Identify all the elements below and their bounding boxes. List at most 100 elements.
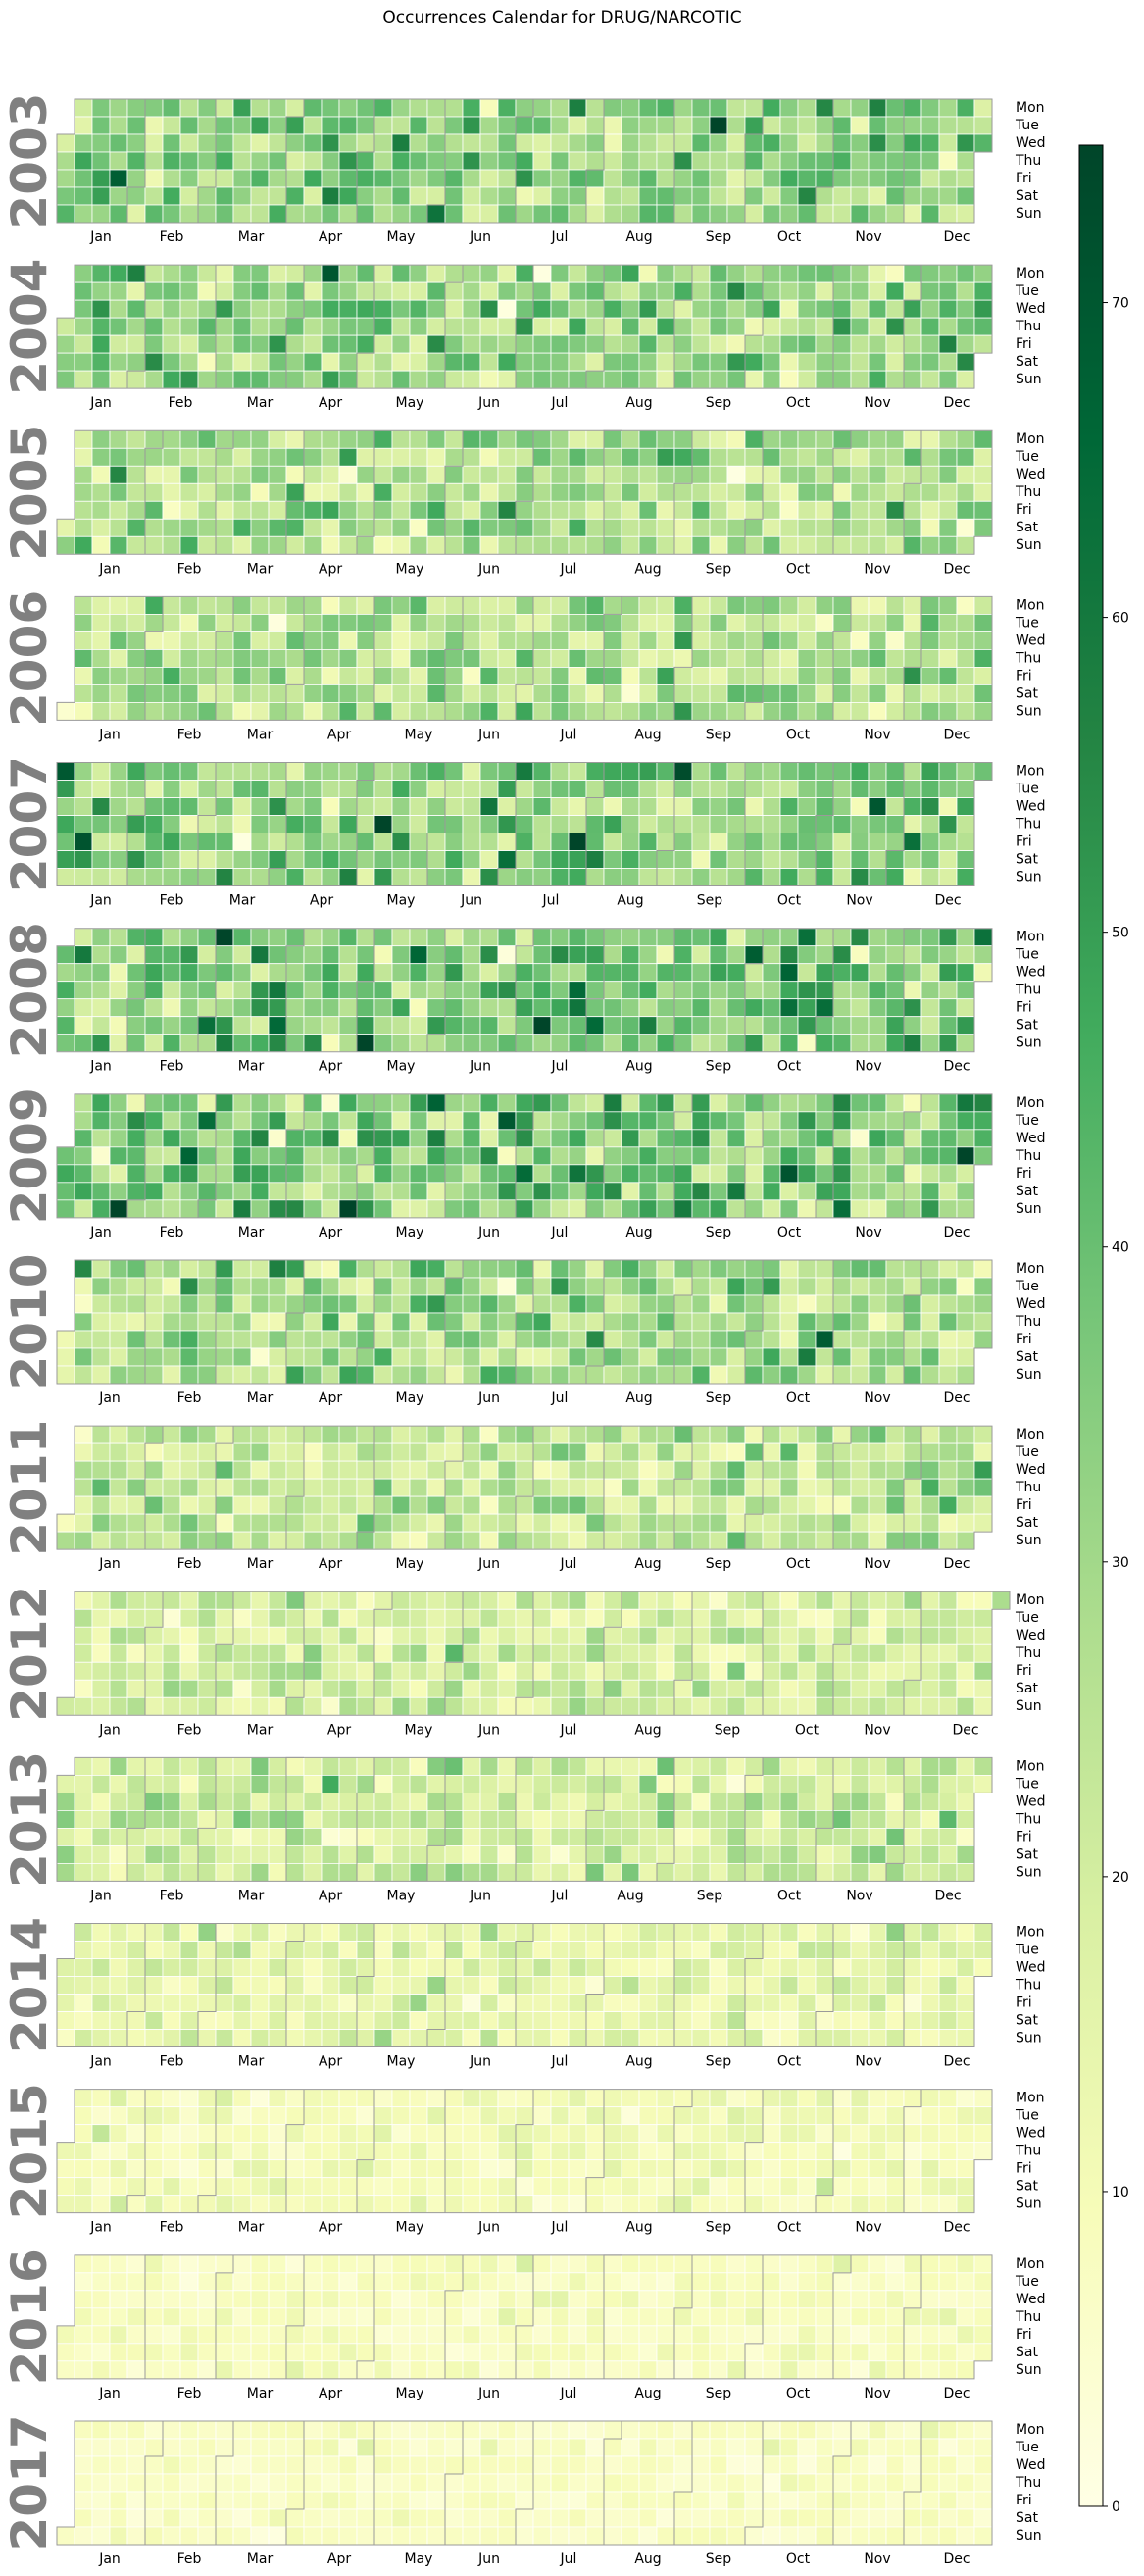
day-cell xyxy=(956,352,975,372)
day-cell xyxy=(973,1661,993,1681)
day-cell xyxy=(903,1608,922,1628)
day-cell xyxy=(215,1330,234,1349)
day-cell xyxy=(744,1111,764,1131)
day-cell xyxy=(762,1259,781,1279)
day-cell xyxy=(850,797,870,816)
day-cell xyxy=(250,1016,270,1035)
day-cell xyxy=(462,2106,481,2126)
day-cell xyxy=(479,1312,499,1332)
day-cell xyxy=(179,1591,199,1610)
day-cell xyxy=(497,649,517,668)
day-cell xyxy=(497,1513,517,1533)
day-cell xyxy=(444,667,464,685)
day-cell xyxy=(356,204,375,224)
day-cell xyxy=(585,614,605,632)
day-cell xyxy=(74,1034,93,1053)
day-cell xyxy=(338,133,358,153)
day-cell xyxy=(585,264,605,283)
day-cell xyxy=(179,1643,199,1663)
day-cell xyxy=(868,833,887,851)
day-cell xyxy=(850,945,870,965)
day-cell xyxy=(726,1495,746,1515)
day-cell xyxy=(479,1810,499,1829)
day-cell xyxy=(91,1442,111,1462)
month-label-may: May xyxy=(396,1556,424,1572)
day-cell xyxy=(285,1199,305,1219)
day-cell xyxy=(550,702,570,721)
day-cell xyxy=(585,2177,605,2197)
day-cell xyxy=(797,850,817,869)
day-cell xyxy=(144,684,164,703)
day-cell xyxy=(497,151,517,171)
day-cell xyxy=(356,1643,375,1663)
weekday-label-wed: Wed xyxy=(1016,1296,1046,1312)
day-cell xyxy=(691,1591,711,1610)
day-cell xyxy=(868,1757,887,1776)
day-cell xyxy=(197,2011,217,2030)
day-cell xyxy=(973,1425,993,1444)
day-cell xyxy=(250,1111,270,1131)
day-cell xyxy=(268,1757,287,1776)
day-cell xyxy=(532,1460,552,1480)
day-cell xyxy=(126,169,146,188)
day-cell xyxy=(621,1810,640,1829)
month-boundary xyxy=(656,1757,675,1882)
day-cell xyxy=(91,2142,111,2161)
day-cell xyxy=(497,264,517,283)
day-cell xyxy=(479,684,499,703)
day-cell xyxy=(479,1182,499,1201)
day-cell xyxy=(638,1757,658,1776)
day-cell xyxy=(409,998,428,1018)
day-cell xyxy=(74,1347,93,1367)
day-cell xyxy=(109,596,128,615)
day-cell xyxy=(91,186,111,206)
day-cell xyxy=(215,1146,234,1166)
day-cell xyxy=(479,186,499,206)
day-cell xyxy=(621,151,640,171)
day-cell xyxy=(179,1111,199,1131)
day-cell xyxy=(673,1182,693,1201)
day-cell xyxy=(815,1182,834,1201)
day-cell xyxy=(709,133,728,153)
day-cell xyxy=(338,2177,358,2197)
day-cell xyxy=(144,1608,164,1628)
day-cell xyxy=(144,1495,164,1515)
day-cell xyxy=(815,762,834,781)
day-cell xyxy=(532,1696,552,1716)
day-cell xyxy=(621,2011,640,2030)
day-cell xyxy=(868,1810,887,1829)
day-cell xyxy=(285,1696,305,1716)
day-cell xyxy=(215,614,234,632)
day-cell xyxy=(197,1608,217,1628)
day-cell xyxy=(779,1591,799,1610)
day-cell xyxy=(91,833,111,851)
day-cell xyxy=(621,1330,640,1349)
day-cell xyxy=(356,2029,375,2047)
day-cell xyxy=(373,447,393,467)
day-cell xyxy=(532,1793,552,1811)
day-cell xyxy=(868,684,887,703)
day-cell xyxy=(197,2124,217,2144)
day-cell xyxy=(797,1643,817,1663)
day-cell xyxy=(391,482,411,502)
day-cell xyxy=(215,1460,234,1480)
day-cell xyxy=(338,116,358,135)
month-boundary xyxy=(515,1756,533,1882)
day-cell xyxy=(126,2089,146,2108)
day-cell xyxy=(268,1016,287,1035)
day-cell xyxy=(497,352,517,372)
day-cell xyxy=(444,482,464,502)
day-cell xyxy=(515,1164,534,1184)
day-cell xyxy=(268,1460,287,1480)
day-cell xyxy=(197,614,217,632)
day-cell xyxy=(444,204,464,224)
day-cell xyxy=(479,1923,499,1942)
day-cell xyxy=(691,1976,711,1995)
weekday-label-mon: Mon xyxy=(1016,1427,1045,1442)
day-cell xyxy=(497,1093,517,1113)
day-cell xyxy=(797,981,817,1000)
day-cell xyxy=(621,370,640,389)
day-cell xyxy=(779,1941,799,1959)
day-cell xyxy=(373,1199,393,1219)
day-cell xyxy=(920,1425,940,1444)
